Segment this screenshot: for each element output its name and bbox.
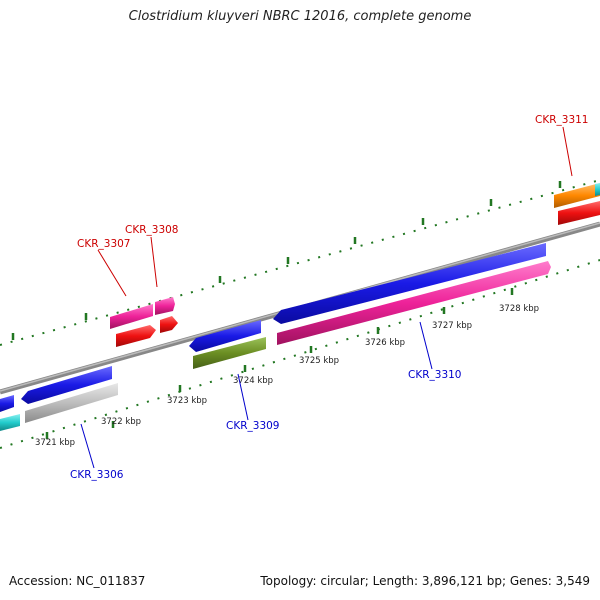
gene-arrow-ckr-3310[interactable] xyxy=(277,261,551,345)
gene-label-ckr-3307[interactable]: CKR_3307 xyxy=(77,238,130,250)
gene-arrow-ckr-3306[interactable] xyxy=(25,383,118,423)
label-leaders xyxy=(80,126,573,469)
tick-label-3727: 3727 kbp xyxy=(432,321,472,331)
tick-label-3722: 3722 kbp xyxy=(101,417,141,427)
gene-label-ckr-3308[interactable]: CKR_3308 xyxy=(125,224,178,236)
tick-label-3723: 3723 kbp xyxy=(167,396,207,406)
outer-major-ticks xyxy=(11,181,562,340)
gene-arrow-ckr-3307[interactable] xyxy=(110,304,153,329)
gene-label-ckr-3309[interactable]: CKR_3309 xyxy=(226,420,279,432)
genome-stats-text: Topology: circular; Length: 3,896,121 bp… xyxy=(260,574,590,588)
axis-tick-labels: 3721 kbp 3722 kbp 3723 kbp 3724 kbp 3725… xyxy=(35,304,539,448)
tick-label-3728: 3728 kbp xyxy=(499,304,539,314)
tick-label-3726: 3726 kbp xyxy=(365,338,405,348)
outer-dotted-track xyxy=(0,179,600,346)
gene-label-ckr-3310[interactable]: CKR_3310 xyxy=(408,369,461,381)
gene-label-ckr-3311[interactable]: CKR_3311 xyxy=(535,114,588,126)
tick-label-3721: 3721 kbp xyxy=(35,438,75,448)
gene-arrow-blue-3306[interactable] xyxy=(21,366,112,404)
inner-dotted-track xyxy=(0,259,600,449)
gene-arrow-ckr-3309[interactable] xyxy=(193,337,266,369)
gene-arrow-ckr-3311[interactable] xyxy=(554,183,600,208)
gene-arrow-red-right[interactable] xyxy=(558,201,600,225)
inner-major-ticks xyxy=(45,288,514,439)
gene-arrow-blue-left[interactable] xyxy=(0,395,14,412)
accession-text: Accession: NC_011837 xyxy=(9,574,146,588)
gene-arrow-cyan-left[interactable] xyxy=(0,414,20,431)
tick-label-3725: 3725 kbp xyxy=(299,356,339,366)
gene-arrow-blue-near-3309[interactable] xyxy=(189,320,261,352)
gene-label-ckr-3306[interactable]: CKR_3306 xyxy=(70,469,124,481)
gene-arrow-ckr-3308[interactable] xyxy=(155,297,175,315)
gene-arrow-blue-long[interactable] xyxy=(273,243,546,324)
gene-arrow-red-3307[interactable] xyxy=(116,325,156,347)
gene-arrow-cyan-right[interactable] xyxy=(595,183,600,196)
gene-arrow-red-3308[interactable] xyxy=(160,316,178,333)
tick-label-3724: 3724 kbp xyxy=(233,376,273,386)
map-title: Clostridium kluyveri NBRC 12016, complet… xyxy=(128,9,472,24)
